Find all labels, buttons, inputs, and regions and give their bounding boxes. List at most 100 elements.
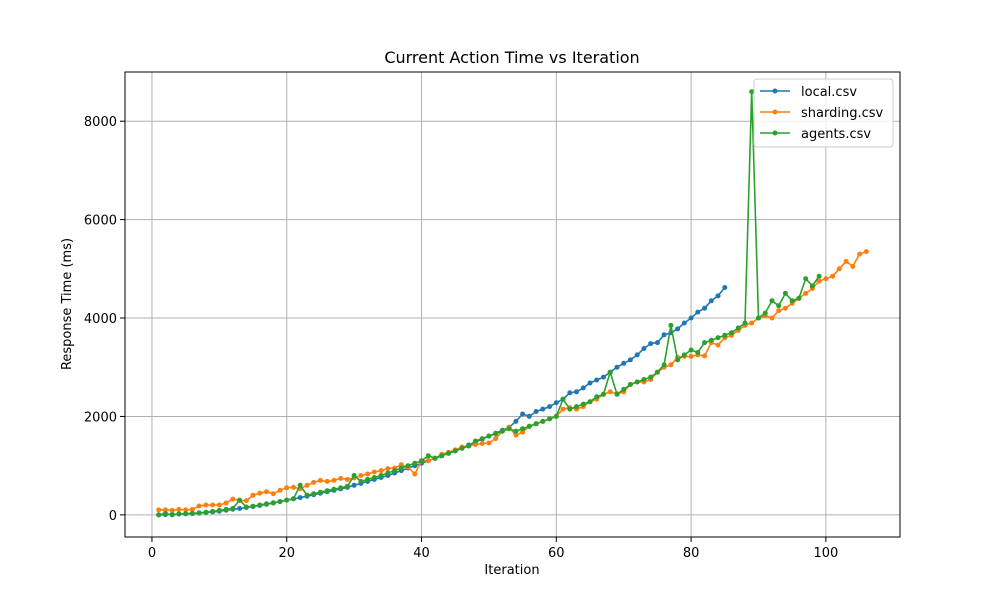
data-point xyxy=(567,390,573,396)
data-point xyxy=(277,499,283,505)
data-point xyxy=(762,310,768,316)
data-point xyxy=(627,382,633,387)
data-point xyxy=(587,380,593,386)
data-point xyxy=(803,290,809,296)
data-point xyxy=(547,404,553,410)
data-point xyxy=(634,379,640,385)
data-point xyxy=(661,332,667,338)
data-point xyxy=(297,482,303,488)
data-point xyxy=(432,455,438,461)
data-point xyxy=(405,463,411,469)
data-point xyxy=(601,374,606,380)
y-tick-label: 8000 xyxy=(84,115,117,130)
data-point xyxy=(297,495,303,501)
data-point xyxy=(189,510,195,516)
data-point xyxy=(378,468,384,474)
data-point xyxy=(776,308,782,314)
data-point xyxy=(216,502,222,508)
data-point xyxy=(351,473,357,478)
data-point xyxy=(176,506,182,512)
data-point xyxy=(196,510,202,516)
data-point xyxy=(304,482,310,488)
data-point xyxy=(479,436,485,442)
chart-title: Current Action Time vs Iteration xyxy=(384,48,639,67)
data-point xyxy=(493,431,499,437)
data-point xyxy=(688,315,694,321)
data-point xyxy=(823,276,829,282)
data-point xyxy=(782,290,788,296)
data-point xyxy=(371,475,377,480)
data-point xyxy=(183,507,189,513)
data-point xyxy=(520,426,526,432)
data-point xyxy=(830,273,836,279)
data-point xyxy=(850,263,856,269)
data-point xyxy=(385,466,391,472)
x-tick-label: 60 xyxy=(548,546,565,561)
data-point xyxy=(863,249,869,255)
data-point xyxy=(540,418,546,424)
data-point xyxy=(162,510,168,516)
x-tick-label: 100 xyxy=(813,546,838,561)
data-point xyxy=(621,386,627,392)
data-point xyxy=(365,476,371,482)
data-point xyxy=(324,478,330,484)
data-point xyxy=(702,340,708,346)
data-point xyxy=(513,428,519,434)
data-point xyxy=(648,374,654,380)
series-line-1 xyxy=(158,250,867,512)
x-tick-label: 80 xyxy=(683,546,700,561)
data-point xyxy=(358,478,364,484)
series-lines xyxy=(156,89,869,518)
data-point xyxy=(547,416,553,422)
legend-label: local.csv xyxy=(801,85,857,100)
data-point xyxy=(311,491,317,497)
data-point xyxy=(520,429,526,435)
data-point xyxy=(601,391,606,397)
data-point xyxy=(291,484,296,490)
data-point xyxy=(668,322,674,328)
data-point xyxy=(344,483,350,489)
data-point xyxy=(756,315,761,321)
data-point xyxy=(365,471,371,477)
data-point xyxy=(749,89,755,95)
data-point xyxy=(553,400,559,406)
data-point xyxy=(567,406,573,412)
data-point xyxy=(715,293,721,299)
data-point xyxy=(641,346,647,351)
data-point xyxy=(661,362,667,368)
data-point xyxy=(257,502,263,508)
data-point xyxy=(675,326,681,332)
x-tick-label: 20 xyxy=(278,546,295,561)
data-point xyxy=(634,352,640,358)
data-point xyxy=(176,511,182,517)
data-point xyxy=(237,497,243,503)
data-point xyxy=(392,468,398,474)
data-point xyxy=(338,475,344,481)
data-point xyxy=(776,303,782,309)
data-point xyxy=(702,305,708,311)
data-point xyxy=(331,486,337,492)
data-point xyxy=(681,320,687,326)
data-point xyxy=(654,369,660,375)
y-tick-label: 2000 xyxy=(84,410,117,425)
data-point xyxy=(169,512,175,518)
data-point xyxy=(594,394,600,400)
data-point xyxy=(695,309,701,315)
data-point xyxy=(412,460,418,466)
data-point xyxy=(264,501,269,507)
data-point xyxy=(385,470,391,476)
data-point xyxy=(250,492,256,498)
data-point xyxy=(648,341,654,347)
data-point xyxy=(459,445,465,451)
data-point xyxy=(446,450,451,456)
data-point xyxy=(291,496,296,502)
data-point xyxy=(769,315,775,321)
x-tick-label: 0 xyxy=(148,546,156,561)
data-point xyxy=(540,406,546,412)
data-point xyxy=(493,436,499,442)
data-point xyxy=(257,490,263,496)
data-point xyxy=(230,506,236,511)
x-tick-label: 40 xyxy=(413,546,430,561)
data-point xyxy=(594,377,600,383)
y-tick-label: 6000 xyxy=(84,214,117,229)
